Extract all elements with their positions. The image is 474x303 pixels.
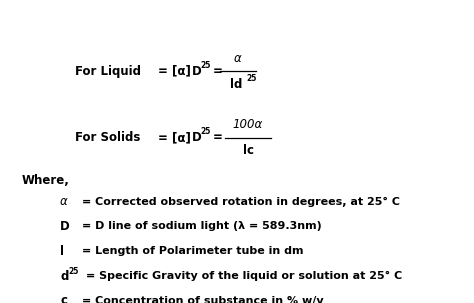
Text: D: D — [60, 220, 70, 233]
Text: = Specific Gravity of the liquid or solution at 25° C: = Specific Gravity of the liquid or solu… — [86, 271, 402, 281]
Text: l: l — [60, 245, 64, 258]
Text: α: α — [234, 52, 242, 65]
Text: D: D — [192, 65, 202, 78]
Text: = Length of Polarimeter tube in dm: = Length of Polarimeter tube in dm — [82, 246, 303, 256]
Text: 25: 25 — [246, 74, 256, 83]
Text: =: = — [213, 132, 223, 144]
Text: = [α]: = [α] — [158, 65, 191, 78]
Text: = Corrected observed rotation in degrees, at 25° C: = Corrected observed rotation in degrees… — [82, 196, 400, 207]
Text: Where,: Where, — [22, 174, 70, 187]
Text: lc: lc — [243, 144, 254, 157]
Text: ld: ld — [230, 78, 242, 91]
Text: 25: 25 — [68, 267, 78, 275]
Text: d: d — [60, 270, 68, 282]
Text: c: c — [60, 295, 67, 303]
Text: For Liquid: For Liquid — [75, 65, 141, 78]
Text: 25: 25 — [200, 61, 210, 70]
Text: D: D — [192, 132, 202, 144]
Text: α: α — [60, 195, 68, 208]
Text: 100α: 100α — [233, 118, 263, 132]
Text: 25: 25 — [200, 127, 210, 136]
Text: = [α]: = [α] — [158, 132, 191, 144]
Text: For Solids: For Solids — [75, 132, 140, 144]
Text: =: = — [213, 65, 223, 78]
Text: = D line of sodium light (λ = 589.3nm): = D line of sodium light (λ = 589.3nm) — [82, 221, 322, 231]
Text: = Concentration of substance in % w/v: = Concentration of substance in % w/v — [82, 296, 324, 303]
